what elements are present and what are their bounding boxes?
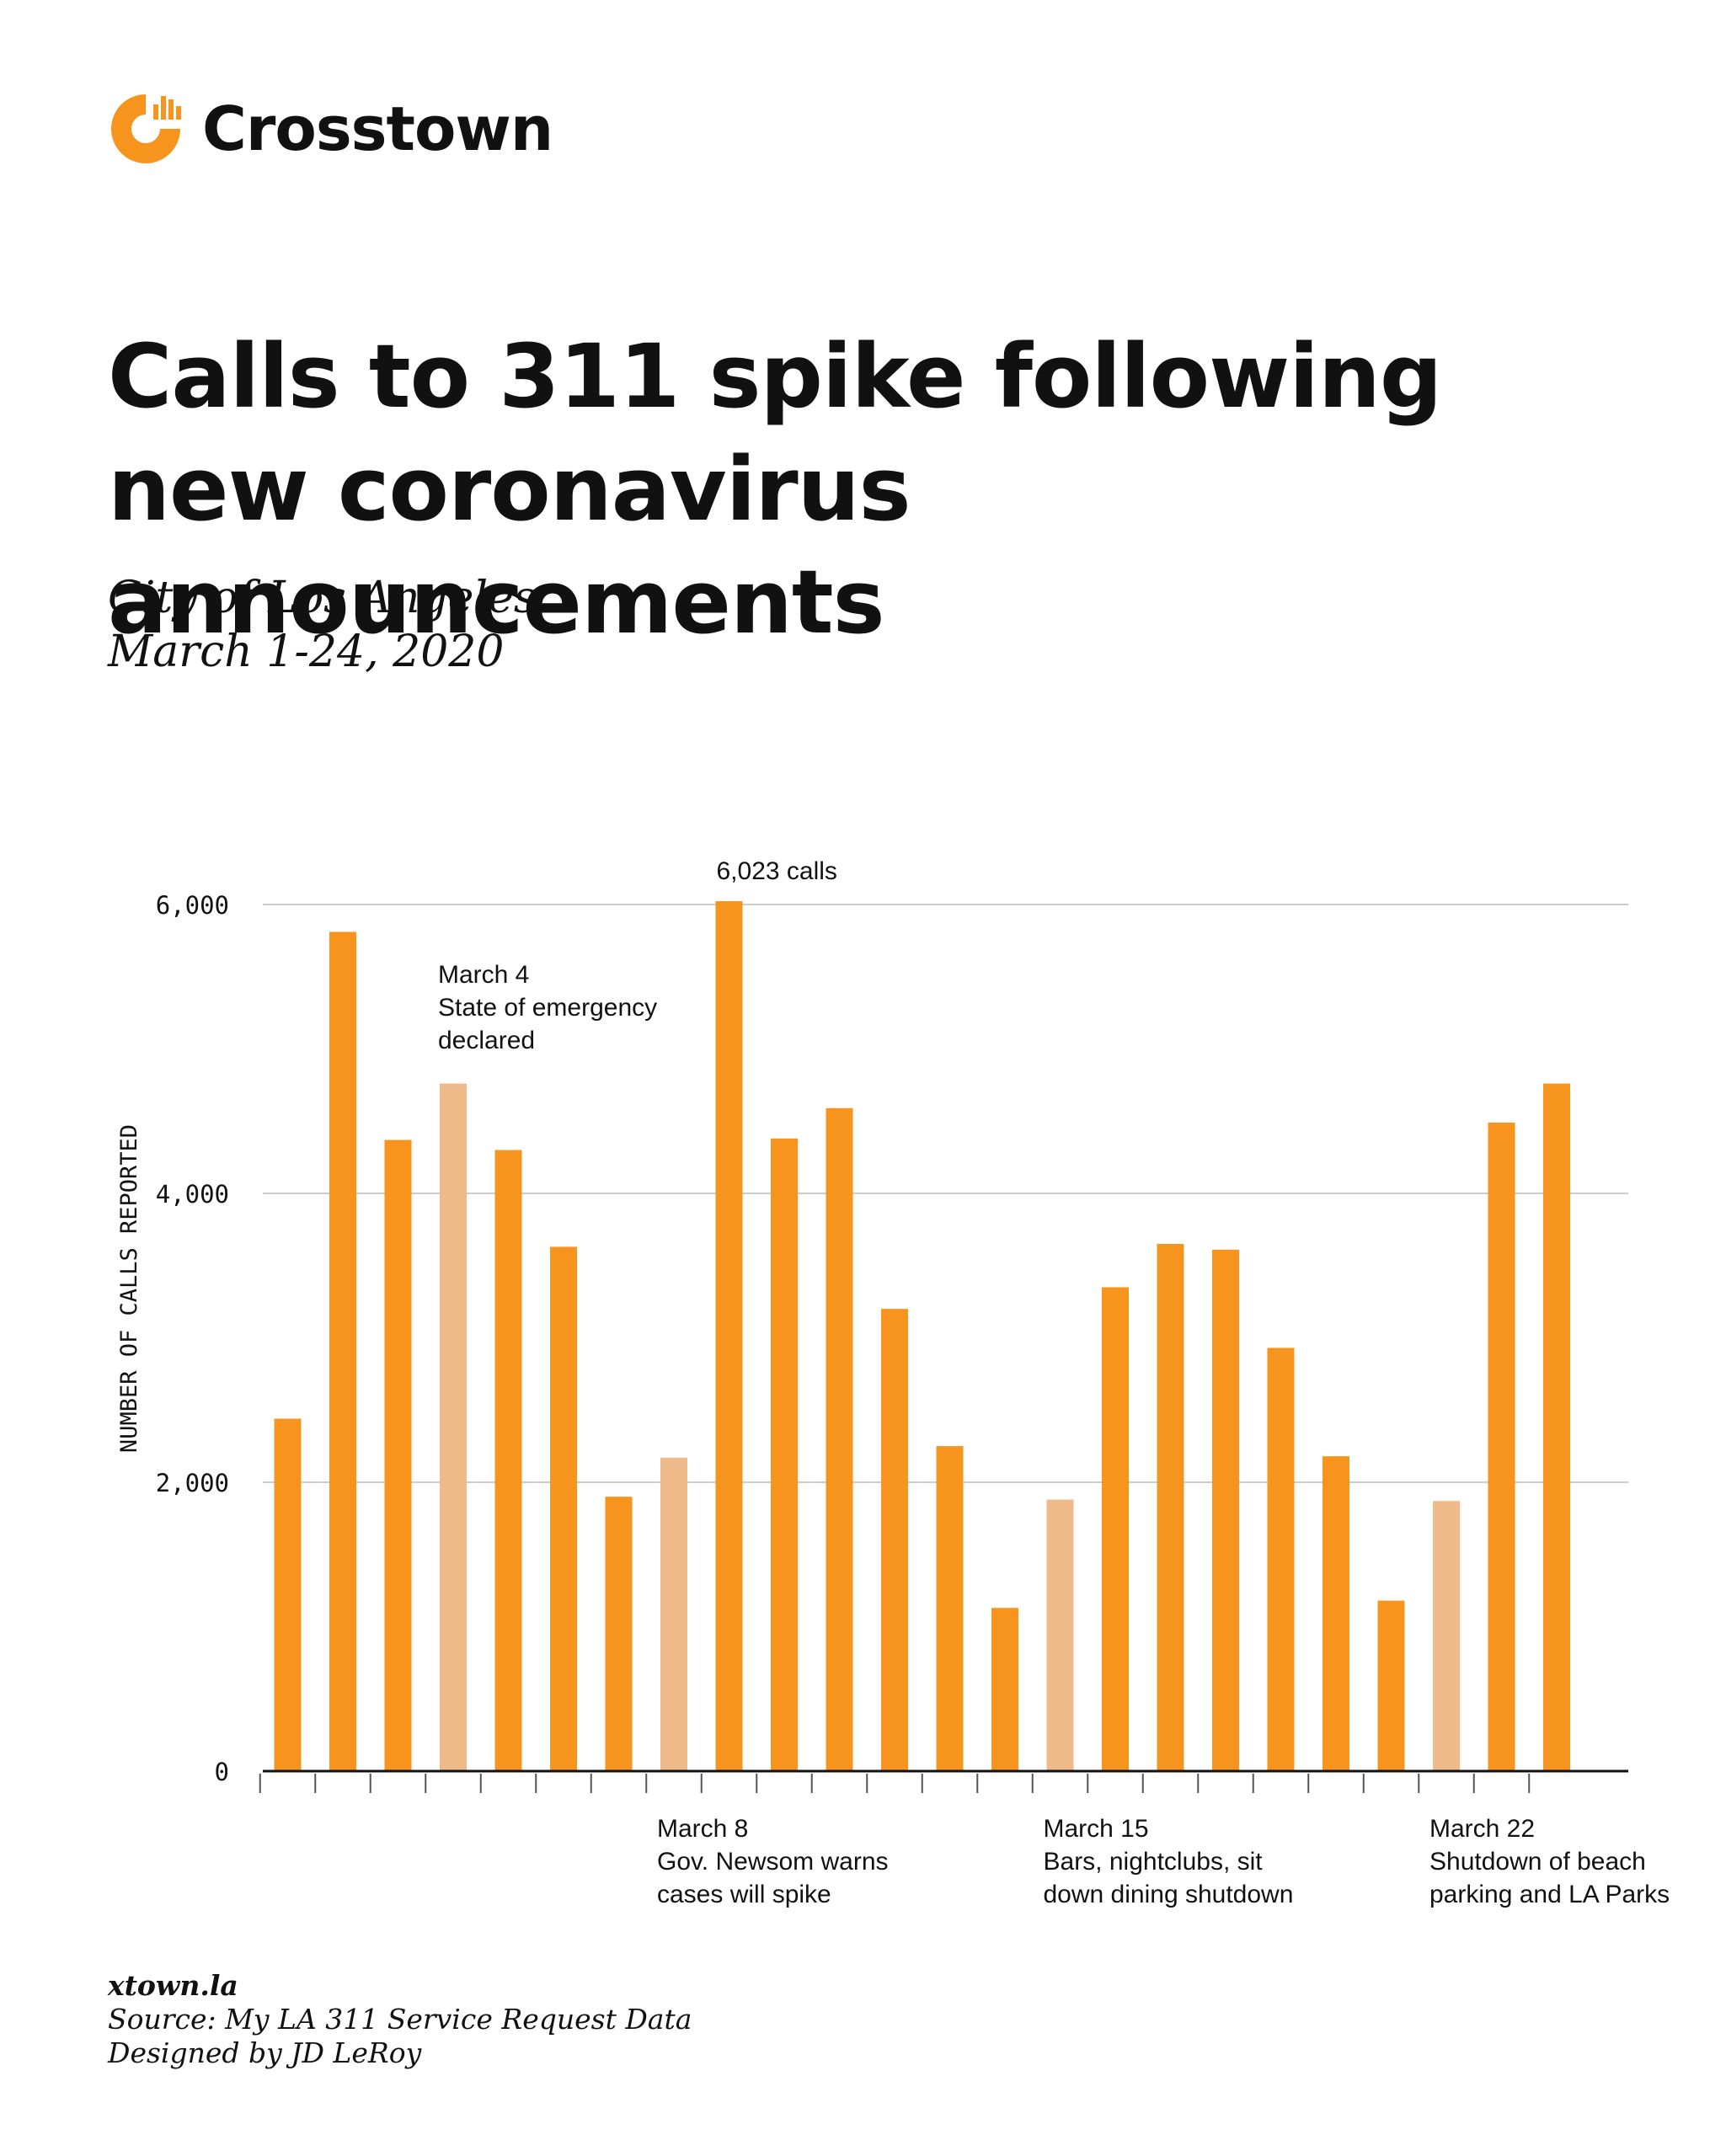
footer: xtown.la Source: My LA 311 Service Reque…: [108, 1969, 692, 2070]
bar: [1488, 1122, 1515, 1771]
y-tick-label: 6,000: [156, 891, 229, 920]
y-axis-label: NUMBER OF CALLS REPORTED: [116, 1124, 142, 1453]
bar: [991, 1608, 1018, 1771]
annotation-label: March 8: [657, 1815, 748, 1843]
bar: [1267, 1348, 1295, 1771]
y-tick-label: 4,000: [156, 1180, 229, 1209]
annotation-label: Gov. Newsom warns: [657, 1848, 889, 1876]
footer-site: xtown.la: [108, 1969, 238, 2002]
annotation-label: cases will spike: [657, 1881, 831, 1908]
crosstown-logo-icon: [111, 94, 181, 163]
annotation-label: State of emergency: [438, 994, 657, 1022]
bar: [1212, 1249, 1239, 1771]
y-tick-label: 2,000: [156, 1469, 229, 1497]
chart-subtitle: City of Los Angeles March 1-24, 2020: [108, 571, 537, 679]
brand-name: Crosstown: [202, 93, 553, 164]
annotation-label: declared: [438, 1027, 535, 1054]
bar: [384, 1139, 412, 1771]
bar: [1102, 1287, 1129, 1771]
annotation-label: parking and LA Parks: [1429, 1881, 1670, 1908]
annotation-label: down dining shutdown: [1044, 1881, 1294, 1908]
bar: [881, 1309, 908, 1771]
bar: [440, 1083, 467, 1771]
annotation-label: 6,023 calls: [717, 857, 837, 885]
bar: [550, 1246, 577, 1771]
bar: [494, 1150, 522, 1771]
annotation-label: Shutdown of beach: [1429, 1848, 1646, 1876]
bar: [605, 1497, 633, 1771]
bar: [1543, 1083, 1570, 1771]
brand-logo: Crosstown: [108, 91, 553, 167]
subtitle-location: City of Los Angeles: [108, 573, 537, 623]
footer-source: Source: My LA 311 Service Request Data: [108, 2003, 692, 2036]
bar: [329, 931, 356, 1771]
bar: [771, 1138, 798, 1771]
bar: [1323, 1456, 1349, 1771]
footer-credit: Designed by JD LeRoy: [108, 2036, 422, 2069]
bar: [1157, 1243, 1184, 1771]
annotation-label: March 22: [1429, 1815, 1535, 1843]
bar: [826, 1107, 853, 1771]
annotation-label: March 15: [1044, 1815, 1149, 1843]
bar: [1433, 1501, 1460, 1771]
y-tick-label: 0: [215, 1758, 229, 1786]
bar: [936, 1446, 964, 1771]
annotation-label: Bars, nightclubs, sit: [1044, 1848, 1264, 1876]
bar-chart: 0 2,000 4,000 6,000 NUMBER OF CALLS REPORTED…: [116, 857, 1670, 1908]
bar: [1377, 1600, 1405, 1771]
bar: [1046, 1499, 1074, 1771]
chart-title: Calls to 311 spike following new coronav…: [108, 325, 1442, 654]
annotation-label: March 4: [438, 961, 529, 989]
subtitle-date-range: March 1-24, 2020: [108, 627, 505, 677]
bar: [660, 1457, 687, 1771]
bar: [715, 901, 743, 1771]
bar: [274, 1418, 302, 1771]
